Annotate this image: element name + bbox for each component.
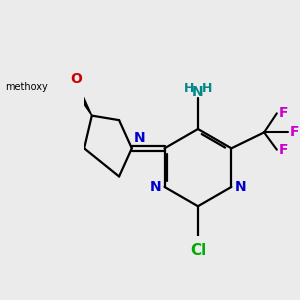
Text: N: N [134, 131, 145, 145]
Text: H: H [184, 82, 194, 95]
Text: N: N [150, 180, 161, 194]
Text: methoxy: methoxy [5, 82, 48, 92]
Polygon shape [74, 86, 92, 116]
Text: F: F [279, 143, 288, 157]
Text: F: F [290, 125, 299, 140]
Text: H: H [202, 82, 212, 95]
Text: Cl: Cl [190, 243, 206, 258]
Text: N: N [192, 85, 204, 99]
Text: O: O [70, 72, 82, 86]
Text: F: F [279, 106, 288, 120]
Text: N: N [235, 180, 246, 194]
